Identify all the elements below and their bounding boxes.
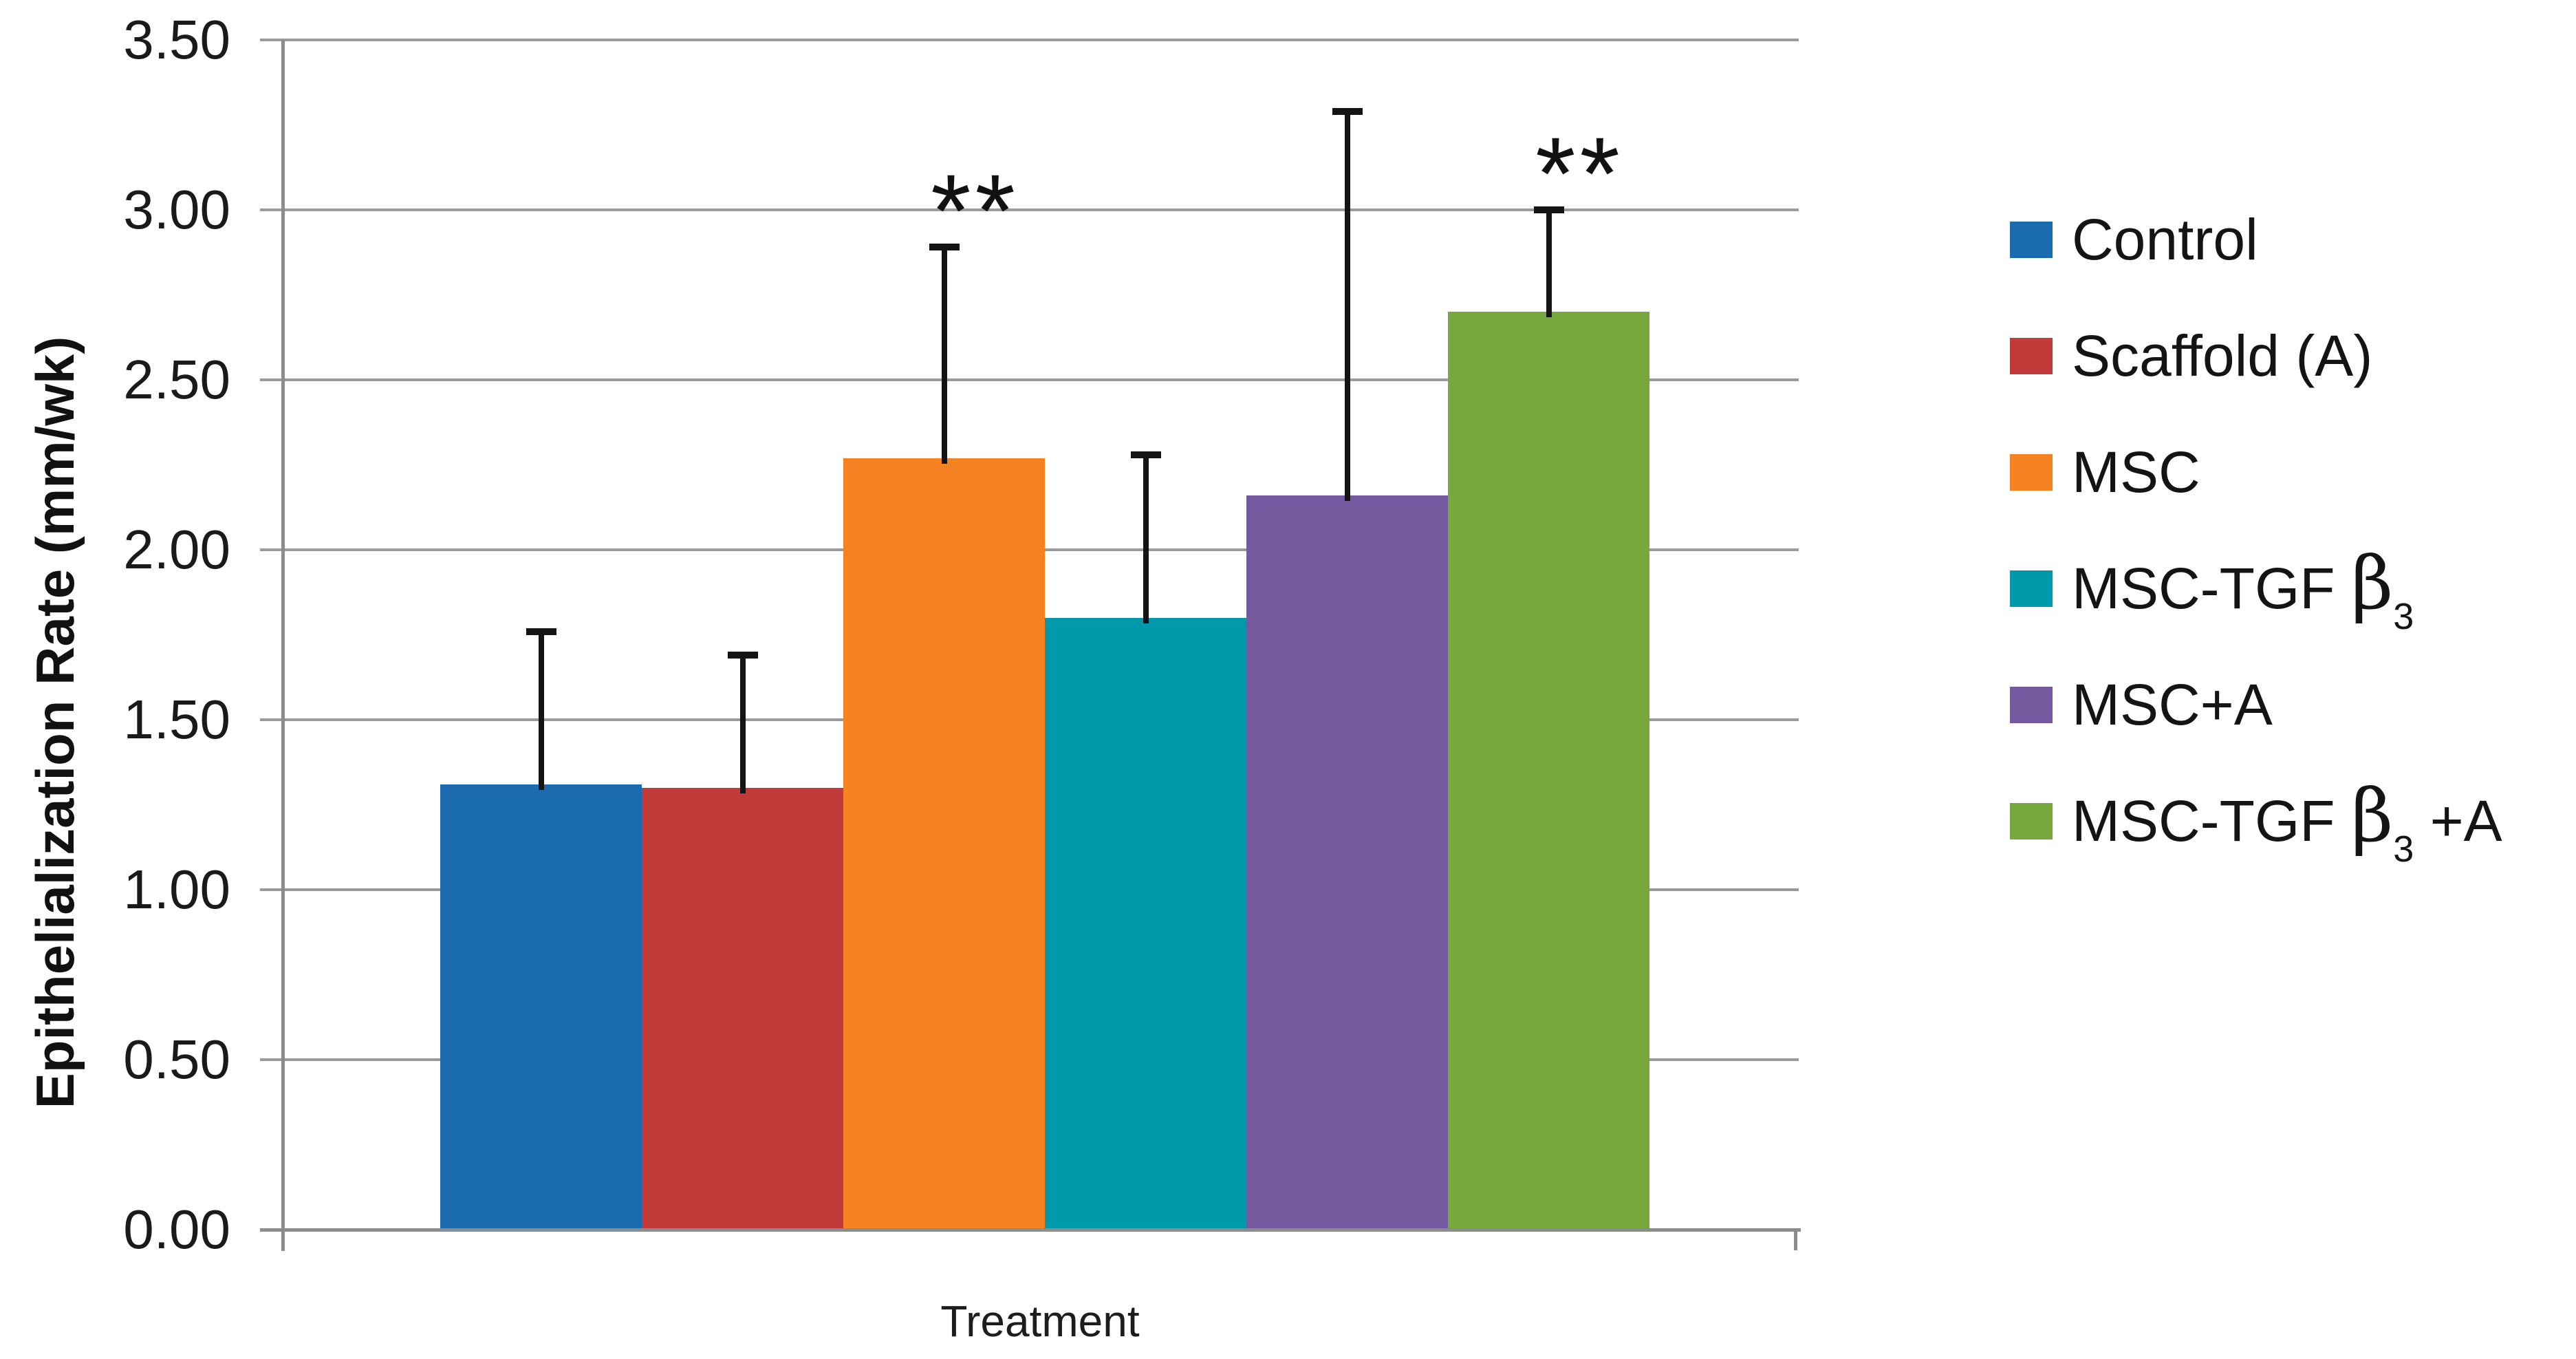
y-axis-line	[281, 40, 285, 1251]
x-axis-title: Treatment	[940, 1296, 1140, 1346]
legend-label-control: Control	[2072, 207, 2258, 272]
y-tick-label-0.00: 0.00	[123, 1199, 230, 1260]
y-tick-label-2.00: 2.00	[123, 519, 230, 580]
legend-label-msc-tgf-3-a: MSC-TGF β3 +A	[2072, 773, 2502, 870]
bar-msc-tgf-3	[1045, 617, 1246, 1230]
legend-swatch-scaffold-a	[2010, 338, 2053, 374]
y-tick-label-1.50: 1.50	[123, 689, 230, 750]
bar-scaffold-a	[642, 787, 843, 1230]
y-tick-label-0.50: 0.50	[123, 1029, 230, 1090]
error-bar-cap-msc	[929, 244, 960, 251]
legend-label-msc-tgf-3: MSC-TGF β3	[2072, 541, 2414, 637]
y-tick-label-3.50: 3.50	[123, 9, 230, 70]
error-bar-cap-msc-tgf-3-a	[1533, 206, 1564, 213]
bar-msc-tgf-3-a	[1448, 312, 1649, 1230]
gridline-3.00	[260, 208, 1799, 211]
bar-control	[440, 784, 642, 1230]
legend-swatch-msc-tgf-3	[2010, 570, 2053, 607]
error-bar-stem-msc-a	[1344, 111, 1350, 501]
bar-msc-a	[1246, 495, 1448, 1230]
y-tick-label-1.00: 1.00	[123, 859, 230, 920]
bar-msc	[843, 458, 1045, 1230]
legend-label-msc-a: MSC+A	[2072, 672, 2273, 737]
legend-swatch-msc	[2010, 454, 2053, 491]
error-bar-cap-control	[526, 628, 556, 635]
error-bar-stem-control	[538, 631, 544, 790]
legend-swatch-msc-tgf-3-a	[2010, 803, 2053, 839]
legend-label-scaffold-a: Scaffold (A)	[2072, 323, 2373, 388]
legend-swatch-control	[2010, 222, 2053, 258]
x-axis-right-tick	[1794, 1230, 1797, 1250]
error-bar-cap-scaffold-a	[727, 652, 758, 659]
error-bar-cap-msc-a	[1332, 107, 1363, 115]
y-tick-label-3.00: 3.00	[123, 179, 230, 240]
legend-swatch-msc-a	[2010, 687, 2053, 723]
error-bar-stem-msc	[941, 247, 947, 464]
beta-subscript: 3	[2393, 596, 2414, 637]
error-bar-cap-msc-tgf-3	[1130, 451, 1161, 458]
y-tick-label-2.50: 2.50	[123, 349, 230, 410]
significance-marker-msc-tgf-3-a: **	[1535, 116, 1624, 231]
beta-symbol: β	[2350, 773, 2394, 858]
error-bar-stem-scaffold-a	[739, 655, 746, 793]
beta-subscript: 3	[2393, 828, 2414, 870]
y-axis-title: Epithelialization Rate (mm/wk)	[25, 336, 85, 1109]
beta-symbol: β	[2350, 541, 2394, 625]
legend-label-msc: MSC	[2072, 440, 2200, 504]
error-bar-stem-msc-tgf-3	[1143, 454, 1149, 623]
gridline-3.50	[260, 39, 1799, 41]
x-axis-line	[260, 1228, 1801, 1232]
significance-marker-msc: **	[931, 153, 1019, 269]
error-bar-stem-msc-tgf-3-a	[1546, 210, 1552, 318]
gridline-2.50	[260, 378, 1799, 381]
